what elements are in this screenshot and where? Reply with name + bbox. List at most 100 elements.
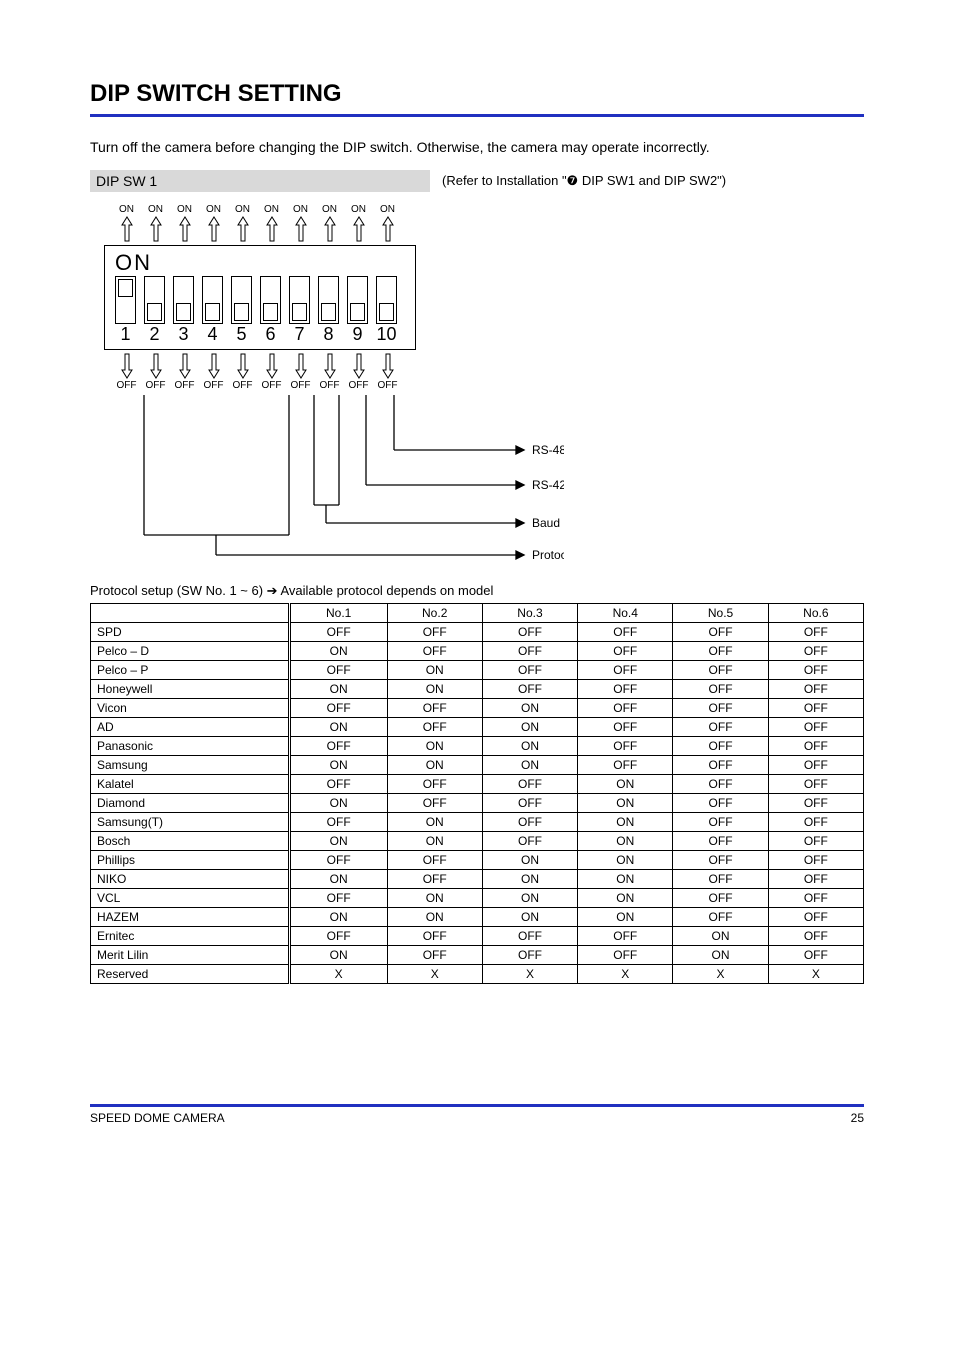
dip-switch-row: [115, 276, 405, 324]
table-cell: OFF: [482, 946, 577, 965]
table-cell: X: [482, 965, 577, 984]
table-cell: OFF: [673, 661, 768, 680]
table-cell: ON: [578, 851, 673, 870]
table-row: HoneywellONONOFFOFFOFFOFF: [91, 680, 864, 699]
table-cell: OFF: [673, 870, 768, 889]
table-cell: OFF: [482, 642, 577, 661]
table-cell: OFF: [768, 870, 863, 889]
table-cell: OFF: [673, 775, 768, 794]
table-cell: OFF: [289, 775, 387, 794]
table-cell: Pelco – P: [91, 661, 290, 680]
subhead-ref: (Refer to Installation "❼ DIP SW1 and DI…: [442, 173, 726, 189]
table-cell: OFF: [482, 927, 577, 946]
dip-down-arrow-icon: OFF: [232, 352, 253, 391]
table-cell: ON: [387, 756, 482, 775]
table-row: Pelco – DONOFFOFFOFFOFFOFF: [91, 642, 864, 661]
on-label: ON: [351, 204, 366, 215]
table-cell: X: [673, 965, 768, 984]
table-cell: ON: [482, 718, 577, 737]
table-header-cell: No.2: [387, 604, 482, 623]
table-cell: OFF: [673, 756, 768, 775]
bracket-label-protocol: Protocol setup: [532, 548, 564, 562]
dip-switch-2: [144, 276, 165, 324]
dip-on-text: ON: [115, 250, 405, 276]
table-cell: OFF: [578, 946, 673, 965]
table-cell: ON: [289, 718, 387, 737]
table-cell: OFF: [578, 661, 673, 680]
table-cell: ON: [578, 870, 673, 889]
table-header-cell: No.3: [482, 604, 577, 623]
table-row: ErnitecOFFOFFOFFOFFONOFF: [91, 927, 864, 946]
dip-number: 5: [231, 324, 252, 345]
dip-down-arrow-icon: OFF: [145, 352, 166, 391]
on-label: ON: [177, 204, 192, 215]
table-cell: OFF: [578, 642, 673, 661]
table-row: SamsungONONONOFFOFFOFF: [91, 756, 864, 775]
table-cell: Diamond: [91, 794, 290, 813]
off-label: OFF: [146, 380, 166, 391]
dip-number: 8: [318, 324, 339, 345]
bracket-label-terminator: RS-485 terminator: [532, 443, 564, 457]
table-cell: OFF: [578, 756, 673, 775]
table-cell: ON: [289, 870, 387, 889]
table-cell: Ernitec: [91, 927, 290, 946]
dip-switch-7: [289, 276, 310, 324]
table-cell: ON: [289, 756, 387, 775]
table-cell: X: [578, 965, 673, 984]
table-header-cell: No.1: [289, 604, 387, 623]
table-cell: OFF: [768, 623, 863, 642]
table-cell: OFF: [578, 623, 673, 642]
off-label: OFF: [262, 380, 282, 391]
table-cell: NIKO: [91, 870, 290, 889]
dip-down-arrow-icon: OFF: [377, 352, 398, 391]
on-label: ON: [119, 204, 134, 215]
table-cell: OFF: [673, 851, 768, 870]
table-row: PhillipsOFFOFFONONOFFOFF: [91, 851, 864, 870]
dip-up-arrow-icon: ON: [232, 204, 253, 243]
table-cell: Samsung: [91, 756, 290, 775]
off-label: OFF: [175, 380, 195, 391]
table-cell: OFF: [768, 813, 863, 832]
dip-up-arrow-icon: ON: [145, 204, 166, 243]
table-cell: ON: [482, 851, 577, 870]
table-cell: OFF: [387, 642, 482, 661]
table-row: HAZEMONONONONOFFOFF: [91, 908, 864, 927]
table-row: NIKOONOFFONONOFFOFF: [91, 870, 864, 889]
table-cell: OFF: [578, 699, 673, 718]
dip-number-row: 12345678910: [115, 324, 405, 345]
dip-number: 7: [289, 324, 310, 345]
dip-bracket-diagram: RS-485 terminator RS-422/RS-485 Baud rat…: [104, 395, 564, 575]
table-row: ADONOFFONOFFOFFOFF: [91, 718, 864, 737]
table-cell: OFF: [578, 718, 673, 737]
table-cell: OFF: [289, 699, 387, 718]
table-cell: ON: [289, 680, 387, 699]
dip-off-arrows: OFFOFFOFFOFFOFFOFFOFFOFFOFFOFF: [104, 352, 444, 391]
intro-text: Turn off the camera before changing the …: [90, 137, 864, 158]
table-header-row: No.1No.2No.3No.4No.5No.6: [91, 604, 864, 623]
dip-switch-6: [260, 276, 281, 324]
dip-up-arrow-icon: ON: [319, 204, 340, 243]
dip-number: 9: [347, 324, 368, 345]
table-header-cell: No.5: [673, 604, 768, 623]
dip-down-arrow-icon: OFF: [174, 352, 195, 391]
table-cell: OFF: [578, 680, 673, 699]
table-cell: OFF: [768, 832, 863, 851]
table-cell: ON: [387, 832, 482, 851]
table-cell: ON: [387, 680, 482, 699]
table-cell: HAZEM: [91, 908, 290, 927]
table-cell: OFF: [387, 870, 482, 889]
bracket-label-baud: Baud rate setup: [532, 516, 564, 530]
table-cell: OFF: [768, 889, 863, 908]
dip-diagram: ONONONONONONONONONON ON 12345678910 OFFO…: [104, 204, 444, 391]
table-cell: Samsung(T): [91, 813, 290, 832]
on-label: ON: [206, 204, 221, 215]
bracket-label-comm: RS-422/RS-485: [532, 478, 564, 492]
table-cell: OFF: [768, 756, 863, 775]
table-row: BoschONONOFFONOFFOFF: [91, 832, 864, 851]
table-cell: Pelco – D: [91, 642, 290, 661]
dip-number: 2: [144, 324, 165, 345]
on-label: ON: [235, 204, 250, 215]
table-cell: OFF: [768, 946, 863, 965]
footer-bar: [90, 1104, 864, 1107]
table-cell: Bosch: [91, 832, 290, 851]
